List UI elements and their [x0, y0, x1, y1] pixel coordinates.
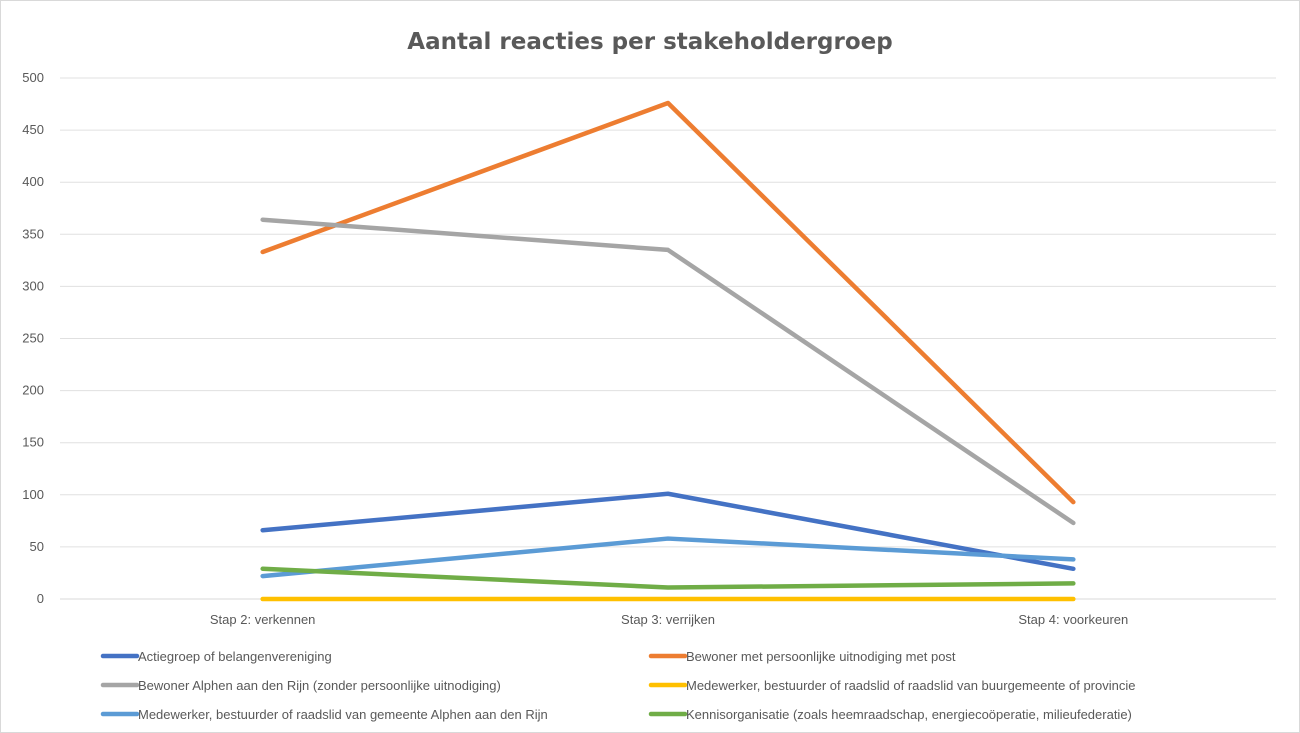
x-tick-label: Stap 4: voorkeuren	[1018, 612, 1128, 627]
y-tick-label: 500	[22, 70, 44, 85]
y-tick-label: 250	[22, 331, 44, 346]
y-tick-label: 150	[22, 435, 44, 450]
x-axis-ticks: Stap 2: verkennen Stap 3: verrijken Stap 4…	[210, 612, 1128, 627]
legend-label: Bewoner Alphen aan den Rijn (zonder pers…	[138, 678, 501, 693]
y-tick-label: 400	[22, 174, 44, 189]
series-line	[260, 536, 1076, 579]
y-tick-label: 100	[22, 487, 44, 502]
y-tick-label: 450	[22, 122, 44, 137]
gridlines	[60, 77, 1276, 600]
x-tick-label: Stap 3: verrijken	[621, 612, 715, 627]
x-tick-label: Stap 2: verkennen	[210, 612, 316, 627]
legend: Actiegroep of belangenvereniging Bewoner …	[100, 649, 1135, 722]
y-axis-ticks: 0 50 100 150 200 250 300 350 400 450 500	[22, 70, 44, 606]
series-line	[260, 566, 1076, 590]
series-line	[260, 100, 1076, 505]
legend-label: Actiegroep of belangenvereniging	[138, 649, 332, 664]
y-tick-label: 200	[22, 383, 44, 398]
y-tick-label: 350	[22, 226, 44, 241]
y-tick-label: 50	[30, 539, 44, 554]
series-line	[260, 217, 1076, 526]
legend-label: Bewoner met persoonlijke uitnodiging met…	[686, 649, 956, 664]
legend-label: Medewerker, bestuurder of raadslid van g…	[138, 707, 548, 722]
series-line	[260, 491, 1076, 572]
legend-label: Kennisorganisatie (zoals heemraadschap, …	[686, 707, 1132, 722]
y-tick-label: 300	[22, 278, 44, 293]
chart-title: Aantal reacties per stakeholdergroep	[407, 29, 892, 55]
y-tick-label: 0	[37, 591, 44, 606]
legend-label: Medewerker, bestuurder of raadslid of ra…	[686, 678, 1135, 693]
series-lines	[260, 100, 1076, 602]
